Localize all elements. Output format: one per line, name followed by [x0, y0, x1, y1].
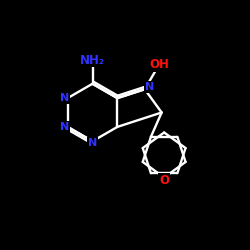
Text: OH: OH	[150, 58, 170, 71]
Text: N: N	[60, 93, 69, 103]
Text: N: N	[60, 122, 69, 132]
Text: N: N	[88, 138, 97, 147]
Text: NH₂: NH₂	[80, 54, 105, 66]
Text: N: N	[144, 82, 154, 92]
Text: O: O	[159, 174, 169, 187]
